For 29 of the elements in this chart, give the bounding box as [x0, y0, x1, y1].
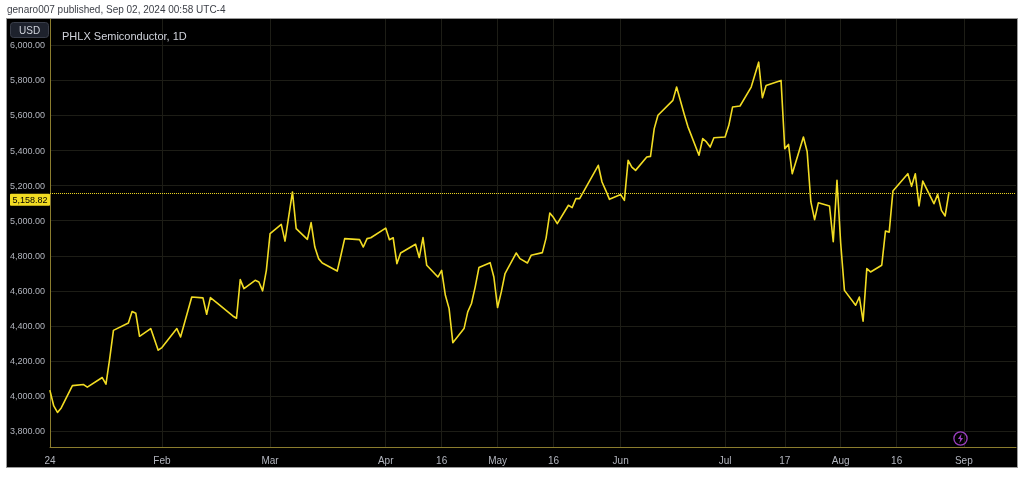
y-axis-title: USD: [19, 24, 41, 36]
x-tick-label: 24: [44, 454, 57, 466]
text: genaro007 published, Sep 02, 2024 00:58 UTC-4: [7, 3, 226, 16]
y-tick-label: 3,800.00: [9, 426, 46, 437]
x-tick-label: Sep: [954, 454, 974, 466]
y-tick-label: 4,800.00: [9, 250, 46, 261]
x-tick-label: Aug: [831, 454, 850, 466]
x-tick-label: Jul: [718, 454, 732, 466]
y-tick-label: 5,400.00: [9, 145, 46, 156]
y-tick-label: 5,600.00: [9, 110, 46, 121]
x-tick-label: Apr: [377, 454, 395, 466]
y-tick-label: 4,400.00: [9, 320, 46, 331]
x-tick-label: 16: [436, 454, 448, 466]
y-tick-label: 6,000.00: [9, 40, 46, 51]
y-tick-label: 4,600.00: [9, 285, 46, 296]
y-tick-label: 5,000.00: [9, 215, 46, 226]
x-tick-label: Jun: [612, 454, 629, 466]
y-tick-label: 4,200.00: [9, 356, 46, 367]
x-tick-label: Mar: [261, 454, 280, 466]
y-tick-label: 5,800.00: [9, 75, 46, 86]
x-tick-label: Feb: [153, 454, 171, 466]
x-tick-label: May: [488, 454, 508, 466]
y-tick-label: 4,000.00: [9, 391, 46, 402]
y-tick-label: 5,200.00: [9, 180, 46, 191]
x-tick-label: 16: [547, 454, 560, 466]
text: PHLX Semiconductor, 1D: [62, 29, 187, 42]
ref-line-label: 5,158.82: [12, 195, 48, 206]
x-tick-label: 17: [779, 454, 791, 466]
x-tick-label: 16: [891, 454, 903, 466]
